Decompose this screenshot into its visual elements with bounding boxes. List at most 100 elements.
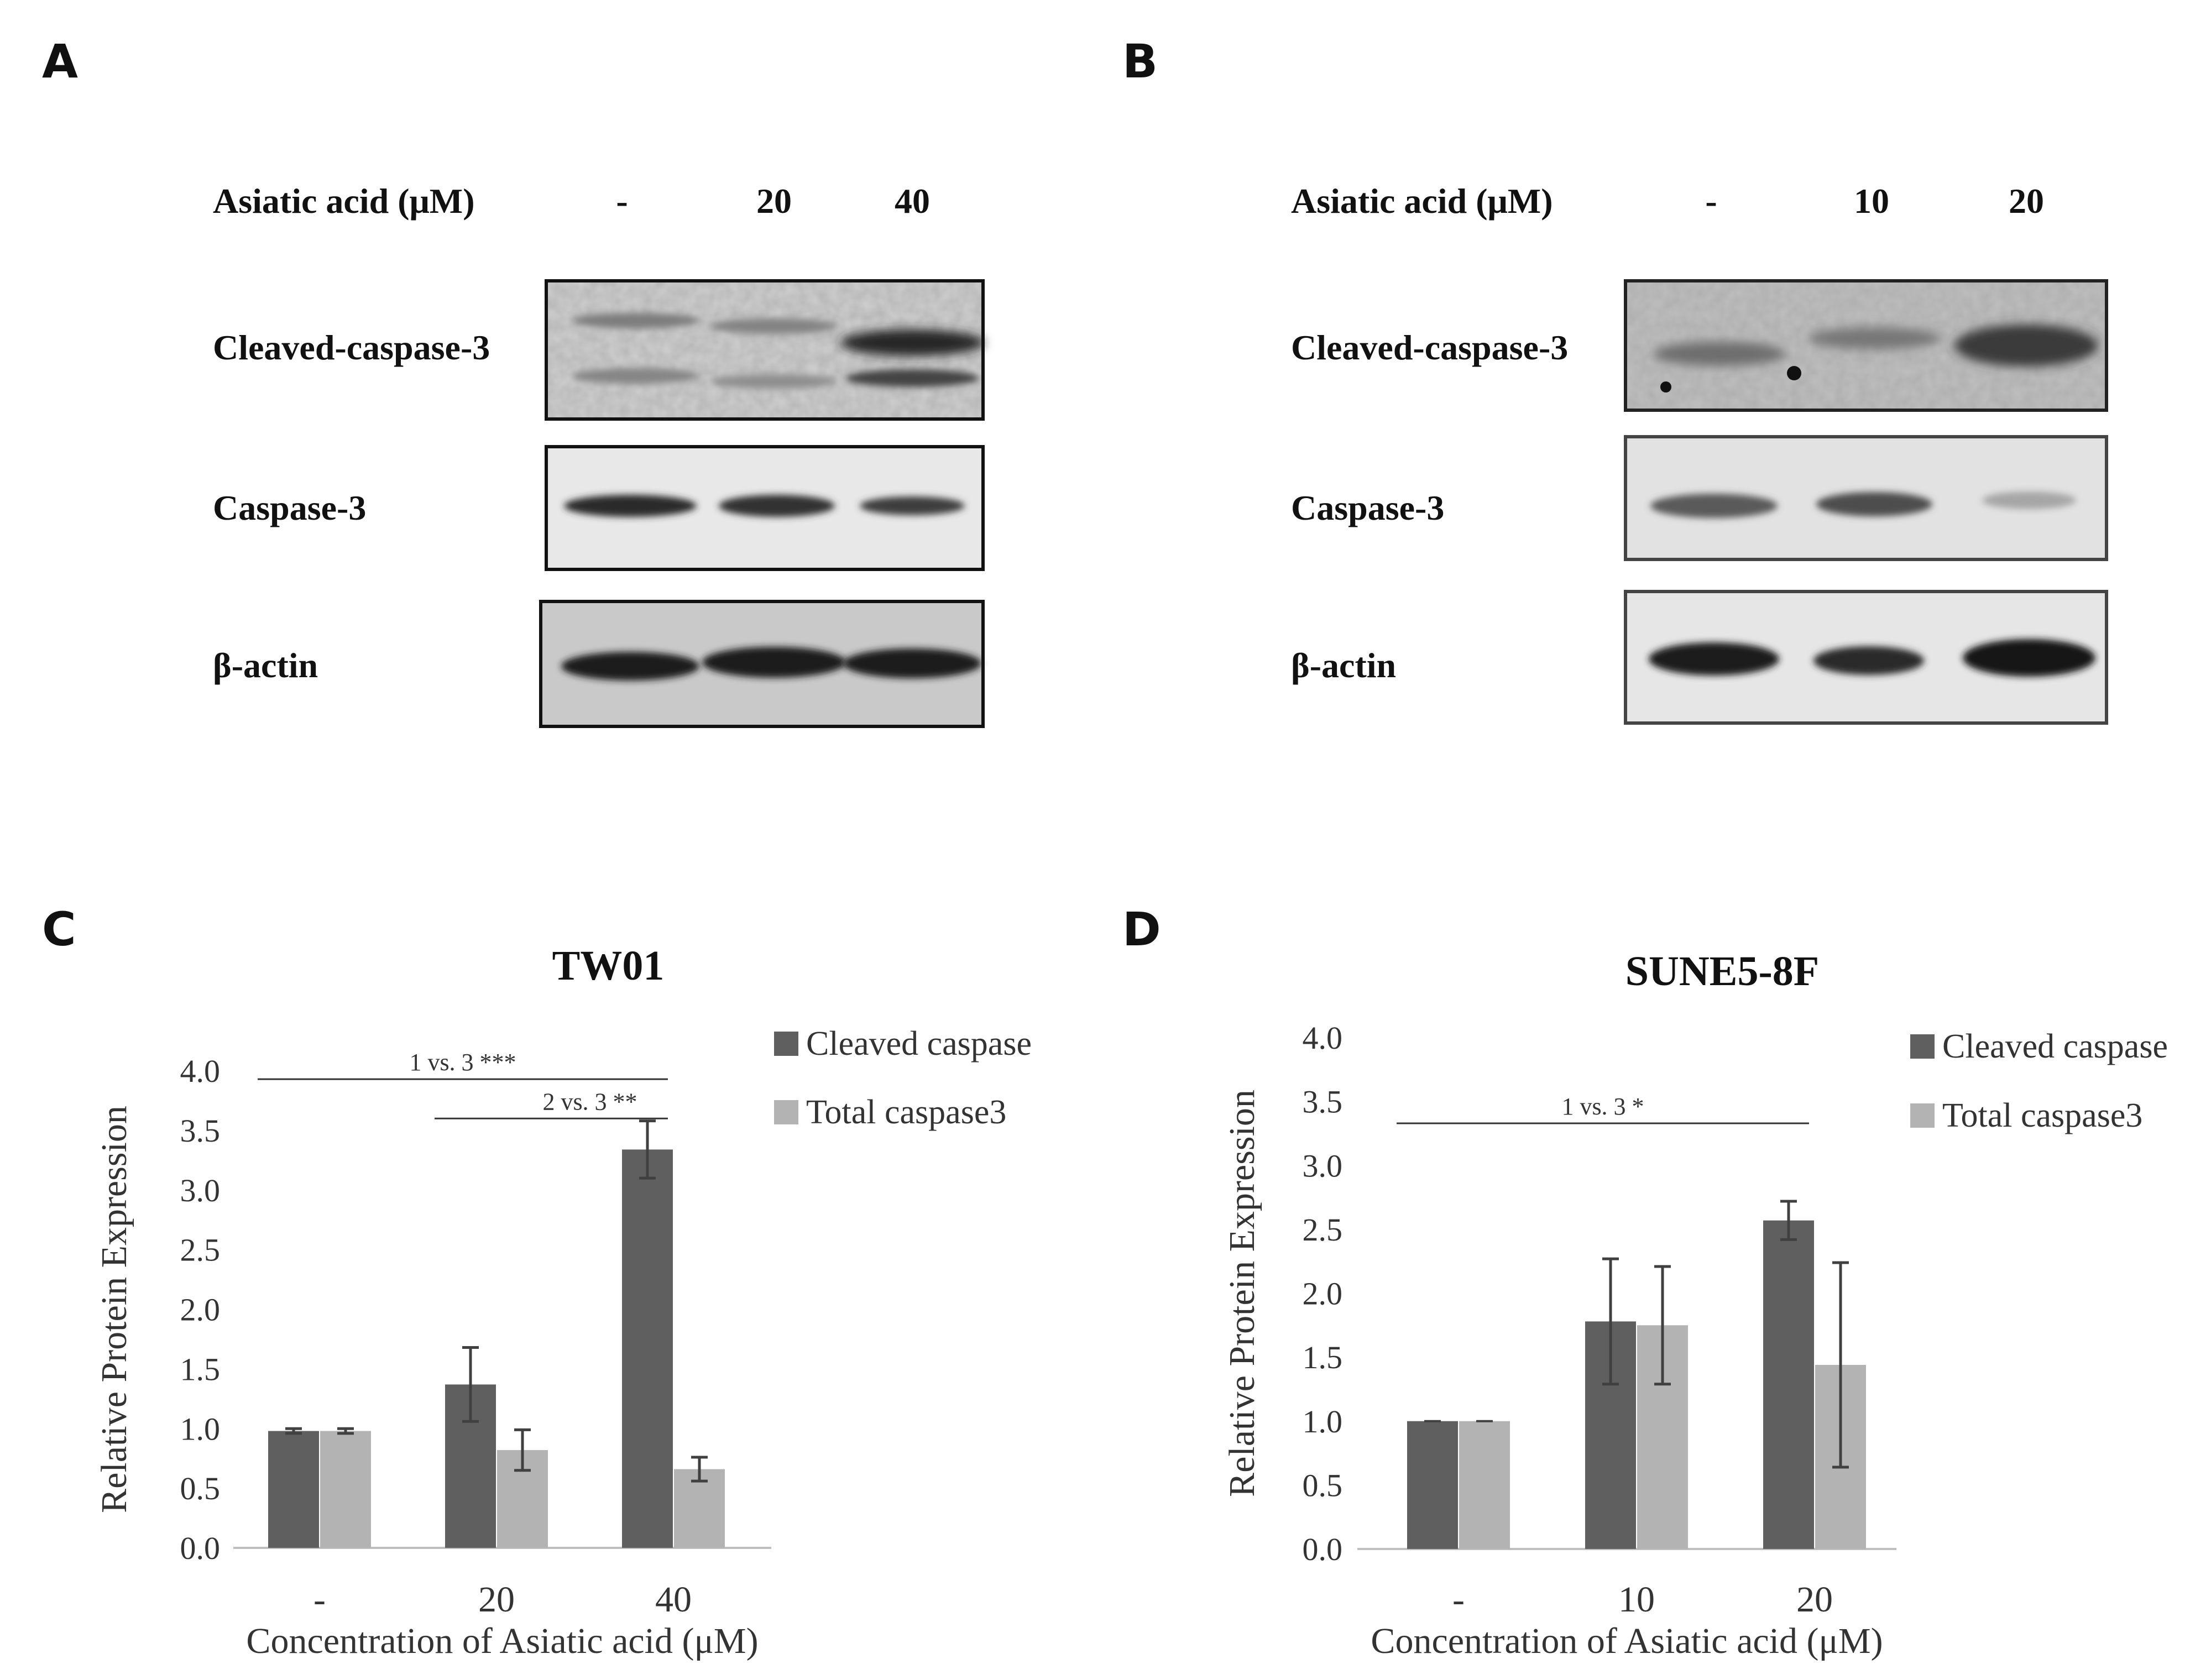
y-tick-label: 4.0	[1303, 1020, 1343, 1056]
significance-label: 1 vs. 3 ***	[409, 1049, 516, 1076]
blot-spot	[1660, 381, 1671, 392]
y-tick-label: 2.5	[180, 1232, 221, 1268]
blot-frame	[539, 600, 985, 728]
lane-label: -	[616, 181, 628, 221]
blot-frame	[1624, 590, 2108, 725]
blot-row-label: Cleaved-caspase-3	[213, 328, 490, 367]
band	[1982, 491, 2076, 509]
y-tick-label: 1.5	[180, 1351, 221, 1387]
panel-letter-d: D	[1122, 902, 1161, 956]
blot-row-label: β-actin	[1291, 646, 1396, 685]
treatment-label: Asiatic acid (μM)	[213, 181, 475, 221]
band	[572, 368, 699, 384]
x-tick-label: 20	[1796, 1579, 1833, 1620]
band	[561, 652, 699, 681]
y-tick-label: 2.5	[1303, 1212, 1343, 1248]
band	[840, 329, 984, 356]
treatment-label: Asiatic acid (μM)	[1291, 181, 1553, 221]
y-tick-label: 1.5	[1303, 1339, 1343, 1375]
x-tick-label: 20	[478, 1579, 515, 1620]
x-axis-label: Concentration of Asiatic acid (μM)	[1371, 1621, 1883, 1661]
blot-spot	[1787, 366, 1801, 380]
blot-caspase-3	[545, 445, 985, 571]
y-tick-label: 2.0	[180, 1292, 221, 1328]
x-axis-label: Concentration of Asiatic acid (μM)	[246, 1621, 758, 1661]
y-tick-label: 0.5	[180, 1470, 221, 1506]
band	[572, 313, 699, 328]
chart-title: TW01	[552, 943, 665, 989]
band	[846, 369, 979, 387]
legend-swatch	[1910, 1034, 1935, 1059]
band	[1650, 494, 1778, 518]
y-tick-label: 0.0	[180, 1530, 221, 1566]
x-tick-label: 10	[1618, 1579, 1655, 1620]
y-tick-label: 0.5	[1303, 1467, 1343, 1503]
panel-letter-b: B	[1122, 34, 1158, 88]
bar-cleaved	[1763, 1220, 1814, 1549]
blot-row-label: Cleaved-caspase-3	[1291, 328, 1568, 367]
band	[710, 374, 838, 389]
bar-cleaved	[622, 1149, 673, 1548]
bar-total	[320, 1431, 371, 1548]
y-tick-label: 0.0	[1303, 1531, 1343, 1567]
y-tick-label: 3.5	[1303, 1084, 1343, 1120]
blot-cleaved-caspase-3	[1624, 279, 2108, 412]
y-tick-label: 1.0	[1303, 1404, 1343, 1440]
significance-label: 2 vs. 3 **	[542, 1088, 637, 1115]
band	[564, 495, 697, 517]
legend-label: Total caspase3	[806, 1093, 1006, 1131]
band	[1653, 342, 1786, 366]
legend-swatch	[1910, 1103, 1935, 1128]
band	[1649, 642, 1779, 676]
blot-row-label: Caspase-3	[1291, 488, 1444, 527]
blot-frame	[545, 445, 985, 571]
band	[1808, 327, 1941, 349]
y-axis-label: Relative Protein Expression	[94, 1106, 134, 1513]
blot-row-label: Caspase-3	[213, 488, 366, 527]
blot-beta-actin	[539, 600, 985, 728]
panel-c: C TW01 0.0 0.5 1.0 1.5 2.0 2.5 3.0 3.5 4.0 Relativ…	[42, 902, 1032, 1661]
x-tick-label: -	[313, 1579, 326, 1620]
bar-total	[1459, 1421, 1510, 1549]
blot-beta-actin	[1624, 590, 2108, 725]
lane-label: 40	[895, 181, 930, 221]
band	[843, 648, 981, 678]
lane-label: 20	[756, 181, 792, 221]
panel-letter-a: A	[42, 34, 78, 88]
chart-title: SUNE5-8F	[1625, 948, 1819, 995]
band	[1963, 639, 2095, 677]
blot-cleaved-caspase-3	[545, 279, 985, 421]
panel-a: A Asiatic acid (μM) - 20 40 Cleaved-casp…	[42, 34, 985, 728]
bar-chart-sune5-8f: SUNE5-8F 0.0 0.5 1.0 1.5 2.0 2.5 3.0 3.5 4.0 Relat…	[1222, 948, 2168, 1661]
blot-frame	[545, 279, 985, 421]
band	[1816, 492, 1932, 516]
legend-swatch	[774, 1100, 798, 1124]
y-tick-label: 3.0	[1303, 1148, 1343, 1184]
bar-cleaved	[1407, 1421, 1458, 1549]
y-tick-label: 3.0	[180, 1173, 221, 1208]
legend-label: Total caspase3	[1942, 1097, 2142, 1134]
y-tick-label: 4.0	[180, 1053, 221, 1089]
blot-row-label: β-actin	[213, 646, 318, 685]
band	[860, 496, 965, 515]
lane-label: 10	[1854, 181, 1889, 221]
blot-frame	[1624, 435, 2108, 561]
y-tick-label: 2.0	[1303, 1276, 1343, 1312]
x-tick-label: -	[1452, 1579, 1465, 1620]
bar-cleaved	[268, 1431, 319, 1548]
band	[710, 318, 838, 334]
y-tick-label: 3.5	[180, 1113, 221, 1149]
band	[702, 647, 846, 678]
panel-letter-c: C	[42, 902, 76, 956]
lane-label: -	[1705, 181, 1717, 221]
blot-frame	[1624, 279, 2108, 412]
blot-caspase-3	[1624, 435, 2108, 561]
panel-b: B Asiatic acid (μM) - 10 20 Cleaved-casp…	[1122, 34, 2108, 725]
lane-label: 20	[2009, 181, 2044, 221]
band	[1954, 325, 2098, 367]
legend-label: Cleaved caspase	[1942, 1028, 2168, 1065]
x-tick-label: 40	[655, 1579, 692, 1620]
band	[1813, 646, 1924, 675]
legend-label: Cleaved caspase	[806, 1025, 1032, 1063]
